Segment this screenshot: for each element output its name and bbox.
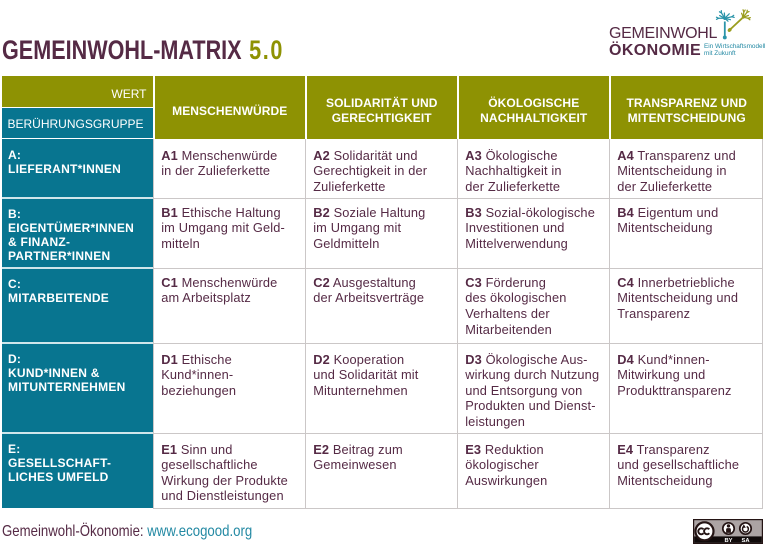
svg-text:SA: SA: [741, 538, 750, 544]
svg-text:BY: BY: [724, 538, 732, 544]
